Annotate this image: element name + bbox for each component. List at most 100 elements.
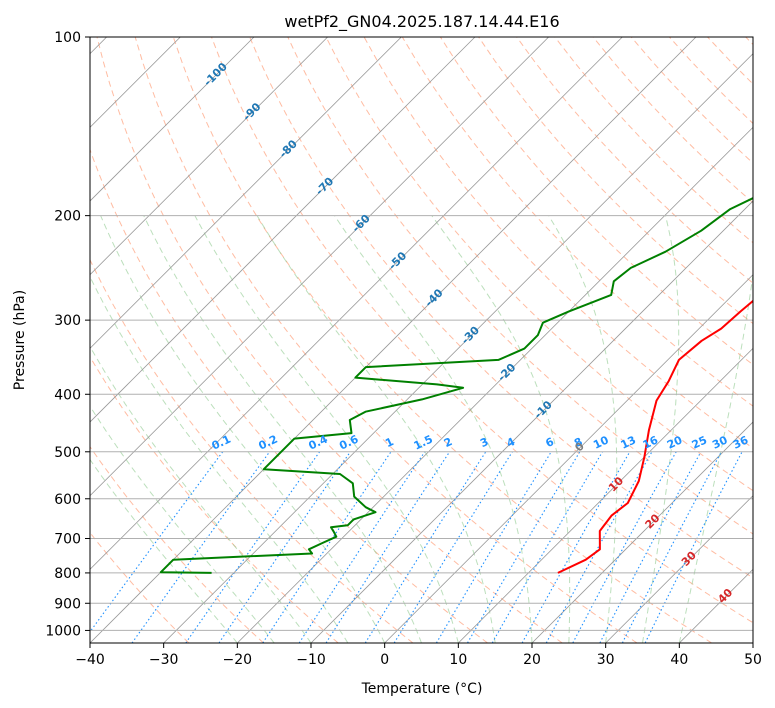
mixing-ratio-line bbox=[131, 451, 271, 643]
moist-adiabat bbox=[642, 215, 680, 643]
isotherm-line bbox=[90, 37, 328, 276]
dry-adiabat bbox=[745, 37, 753, 46]
mixing-ratio-label: 1 bbox=[383, 435, 395, 450]
isotherm-label: -20 bbox=[495, 361, 518, 384]
moist-adiabat bbox=[194, 215, 459, 643]
isotherm-label: -90 bbox=[240, 100, 263, 123]
isotherm-label: -40 bbox=[422, 286, 445, 309]
moist-adiabat bbox=[90, 405, 275, 643]
dry-adiabat bbox=[287, 37, 753, 535]
background-lines bbox=[90, 37, 753, 643]
mixing-ratio-line bbox=[545, 451, 653, 643]
moist-adiabat bbox=[90, 458, 238, 643]
dry-adiabat bbox=[516, 37, 753, 284]
x-tick-label: 40 bbox=[670, 652, 688, 668]
moist-adiabat bbox=[334, 215, 533, 643]
isotherm-line bbox=[752, 642, 753, 643]
isotherm-line bbox=[458, 347, 753, 643]
isotherm-label: -50 bbox=[386, 249, 409, 272]
temperature-line bbox=[557, 299, 753, 574]
mixing-ratio-label: 25 bbox=[690, 434, 709, 452]
mixing-ratio-label: 3 bbox=[478, 435, 490, 450]
profile-series bbox=[159, 196, 753, 574]
y-tick-label: 300 bbox=[54, 313, 81, 329]
y-tick-label: 200 bbox=[54, 209, 81, 225]
isotherm-label: -80 bbox=[277, 137, 300, 160]
isotherm-line bbox=[237, 126, 753, 643]
dry-adiabat bbox=[707, 37, 753, 85]
isotherm-line bbox=[605, 495, 753, 643]
dry-adiabat bbox=[90, 355, 339, 643]
x-tick-label: 0 bbox=[380, 652, 389, 668]
mixing-ratio-line bbox=[325, 451, 451, 643]
mixing-ratio-label: 20 bbox=[665, 433, 685, 451]
mixing-ratio-line bbox=[572, 451, 677, 643]
mixing-ratio-line bbox=[90, 451, 224, 633]
isotherm-line bbox=[679, 568, 753, 643]
moist-adiabat bbox=[90, 345, 312, 643]
chart-title: wetPf2_GN04.2025.187.14.44.E16 bbox=[284, 12, 559, 32]
dry-adiabat bbox=[90, 531, 190, 643]
mixing-ratio-line bbox=[521, 451, 631, 643]
dry-adiabat bbox=[96, 37, 563, 643]
mixing-ratio-label: 0.1 bbox=[210, 433, 233, 453]
isotherm-label: -30 bbox=[459, 323, 482, 346]
y-tick-label: 1000 bbox=[45, 623, 81, 639]
dry-adiabat bbox=[211, 37, 753, 624]
isotherm-line bbox=[90, 37, 476, 423]
mixing-ratio-line bbox=[467, 451, 581, 643]
isotherm-line bbox=[90, 37, 255, 202]
y-tick-label: 400 bbox=[54, 387, 81, 403]
x-tick-label: −30 bbox=[149, 652, 179, 668]
isotherm-line bbox=[163, 53, 753, 643]
isotherm-line bbox=[90, 37, 697, 643]
mixing-ratio-label: 16 bbox=[641, 433, 661, 451]
x-tick-label: −10 bbox=[296, 652, 326, 668]
x-axis-label: Temperature (°C) bbox=[361, 681, 483, 697]
x-tick-label: −20 bbox=[223, 652, 253, 668]
y-tick-label: 900 bbox=[54, 596, 81, 612]
moist-adiabat bbox=[548, 215, 618, 643]
mixing-ratio-label: 1.5 bbox=[412, 433, 435, 453]
dry-adiabat bbox=[554, 37, 753, 244]
mixing-ratio-line bbox=[435, 451, 552, 643]
isotherm-label: -100 bbox=[201, 60, 230, 89]
isotherm-line bbox=[384, 274, 753, 643]
mixing-ratio-line bbox=[644, 451, 743, 643]
axes: −40 −30 −20 −10 0 10 20 30 40 50 100 200 300 400 500 60… bbox=[45, 30, 762, 668]
isotherm-line bbox=[531, 421, 753, 643]
dry-adiabat bbox=[478, 37, 753, 325]
dry-adiabat bbox=[249, 37, 753, 579]
mixing-ratio-label: 36 bbox=[731, 433, 751, 451]
mixing-ratio-label: 30 bbox=[710, 433, 730, 451]
dewpoint-line bbox=[159, 196, 753, 574]
dry-adiabat bbox=[90, 445, 264, 643]
mixing-ratio-line bbox=[599, 451, 702, 643]
y-axis-label: Pressure (hPa) bbox=[12, 290, 28, 390]
isotherm-label: 30 bbox=[679, 549, 699, 569]
moist-adiabat bbox=[100, 215, 386, 643]
isotherm-line bbox=[90, 37, 623, 570]
dry-adiabat bbox=[90, 148, 488, 643]
y-tick-label: 700 bbox=[54, 532, 81, 548]
mixing-ratio-line bbox=[218, 451, 351, 643]
mixing-ratio-line bbox=[262, 451, 392, 643]
moist-adiabat bbox=[431, 215, 571, 643]
mixing-ratio-label: 10 bbox=[591, 433, 611, 451]
mixing-ratio-label: 0.2 bbox=[257, 433, 280, 453]
dry-adiabat bbox=[325, 37, 753, 492]
plot-frame bbox=[89, 36, 754, 644]
y-tick-label: 800 bbox=[54, 566, 81, 582]
dry-adiabat bbox=[90, 258, 414, 643]
mixing-ratio-line bbox=[364, 451, 487, 643]
mixing-ratio-line bbox=[298, 451, 426, 643]
isotherm-label: -10 bbox=[532, 398, 555, 421]
moist-adiabat bbox=[678, 270, 753, 643]
dry-adiabat bbox=[439, 37, 753, 366]
y-tick-label: 500 bbox=[54, 445, 81, 461]
y-tick-label: 100 bbox=[54, 30, 81, 46]
moist-adiabat bbox=[256, 215, 496, 643]
isotherm-line bbox=[90, 37, 402, 349]
pressure-gridlines bbox=[90, 37, 753, 631]
